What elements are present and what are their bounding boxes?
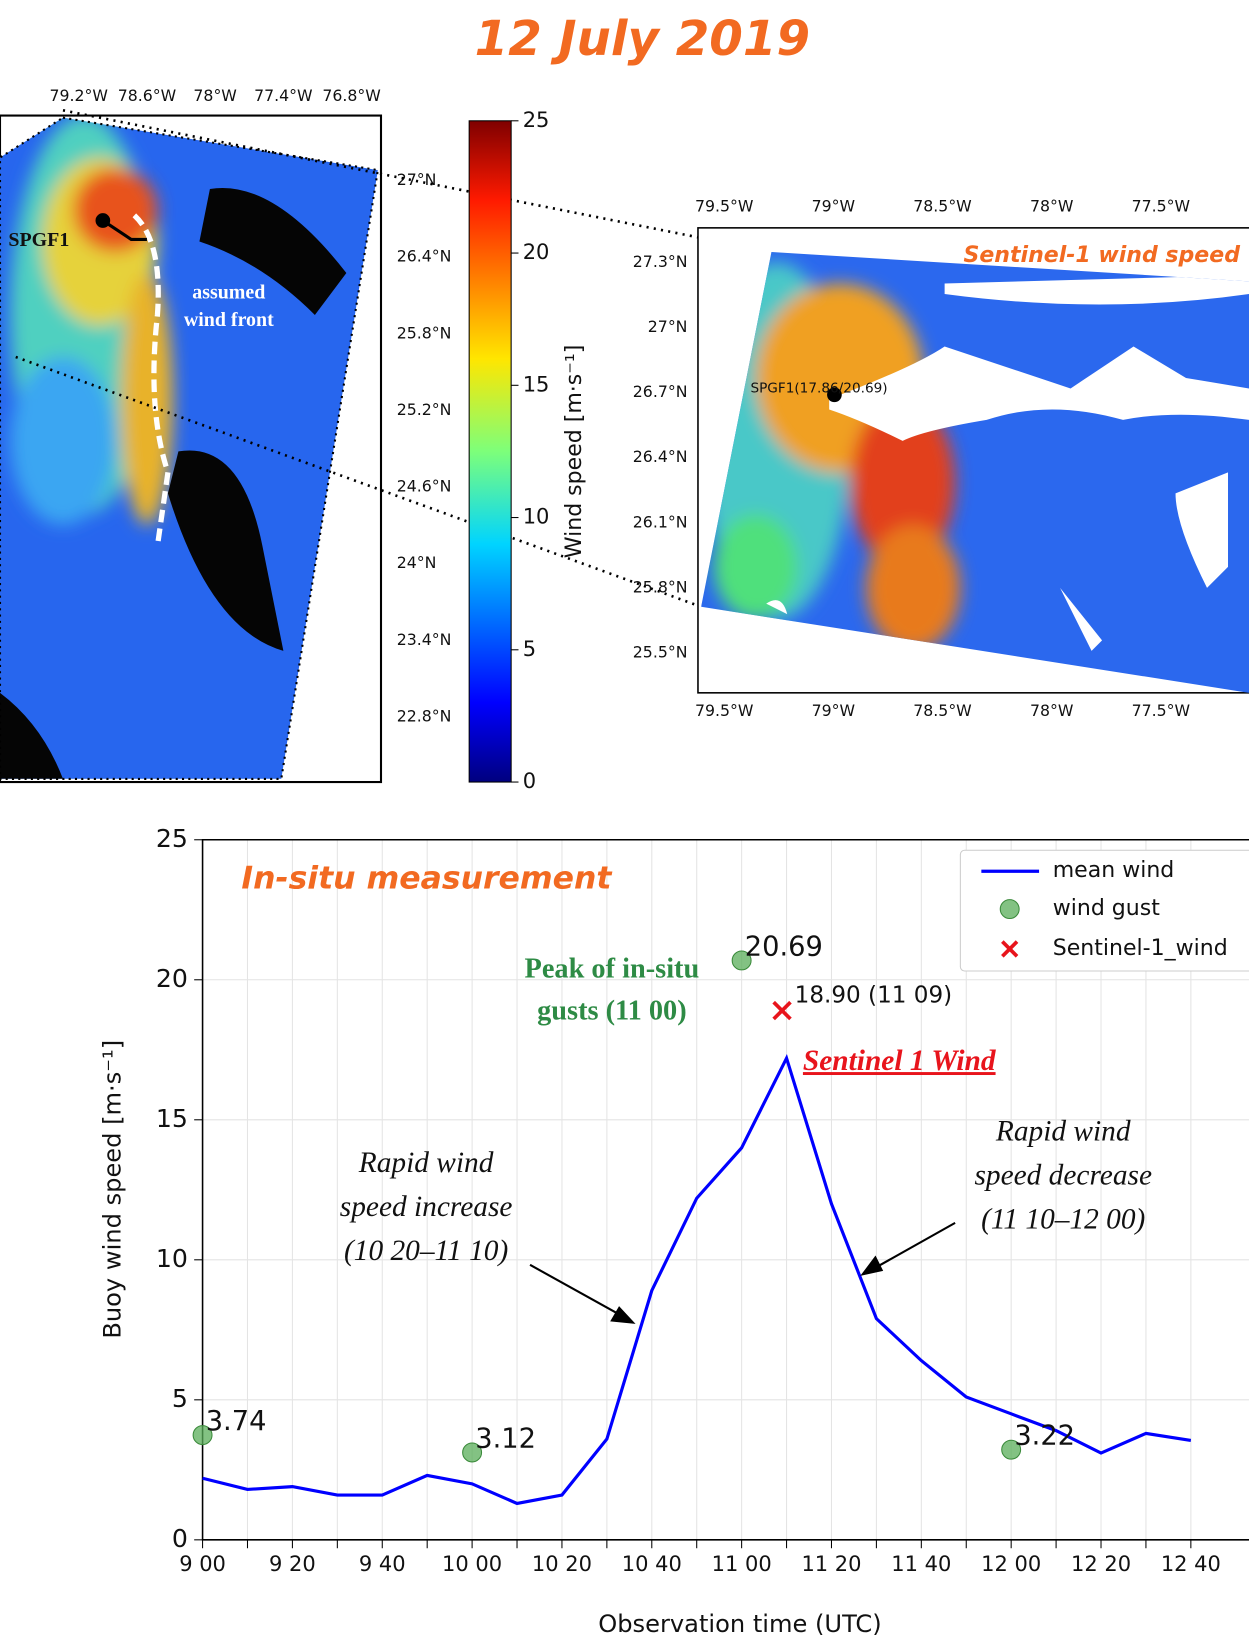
lat-tick-label: 26.4°N (397, 247, 452, 266)
lat-tick-label: 26.1°N (633, 512, 688, 531)
detail-map: SPGF1(17.86/20.69) Sentinel-1 wind speed (693, 228, 1249, 703)
x-tick-label: 9 40 (359, 1552, 406, 1576)
lon-tick-label: 79°W (812, 701, 856, 720)
lat-tick-label: 25.2°N (397, 400, 452, 419)
lat-tick-label: 22.8°N (397, 706, 452, 725)
lat-tick-label: 25.8°N (633, 577, 688, 596)
x-tick-label: 11 20 (801, 1552, 861, 1576)
lon-tick-label: 78.5°W (913, 196, 972, 215)
lat-tick-label: 23.4°N (397, 630, 452, 649)
gust-label: 3.74 (206, 1406, 267, 1437)
lon-tick-label: 79.5°W (695, 701, 754, 720)
lon-tick-label: 78°W (1030, 701, 1074, 720)
colorbar-tick-label: 15 (523, 372, 550, 396)
y-tick-label: 0 (172, 1524, 188, 1553)
x-tick-label: 10 20 (532, 1552, 592, 1576)
front-label: wind front (184, 309, 274, 331)
decrease-annotation: Rapid wind (995, 1115, 1131, 1147)
front-label: assumed (192, 282, 265, 304)
legend-label: mean wind (1053, 858, 1175, 883)
map-title: Sentinel-1 wind speed (964, 243, 1241, 268)
colorbar (469, 121, 511, 782)
lon-tick-label: 79°W (812, 196, 856, 215)
x-axis-label: Observation time (UTC) (598, 1610, 881, 1638)
overview-map: SPGF1 assumed wind front (0, 105, 388, 787)
lon-tick-label: 79.2°W (49, 86, 108, 105)
lat-tick-label: 26.7°N (633, 382, 688, 401)
y-tick-label: 10 (156, 1244, 188, 1273)
station-label: SPGF1 (8, 229, 69, 251)
decrease-annotation: speed decrease (974, 1159, 1152, 1191)
lon-tick-label: 76.8°W (322, 86, 381, 105)
gust-label: 3.22 (1014, 1421, 1075, 1452)
chart-title: In-situ measurement (241, 861, 613, 897)
lat-tick-label: 26.4°N (633, 447, 688, 466)
lat-tick-label: 25.5°N (633, 642, 688, 661)
y-axis-label: Buoy wind speed [m·s⁻¹] (98, 1040, 126, 1339)
lat-tick-label: 27°N (648, 317, 688, 336)
lon-tick-label: 79.5°W (695, 196, 754, 215)
sentinel-point (774, 1002, 791, 1019)
y-tick-label: 15 (156, 1104, 188, 1133)
figure: 12 July 2019 SPGF1 assumed wind front 79… (0, 0, 1249, 1647)
x-tick-label: 10 00 (442, 1552, 502, 1576)
lat-tick-label: 24°N (397, 553, 437, 572)
x-tick-label: 11 40 (891, 1552, 951, 1576)
x-tick-label: 12 20 (1071, 1552, 1131, 1576)
increase-annotation: (10 20–11 10) (344, 1235, 508, 1267)
sentinel-annotation: Sentinel 1 Wind (803, 1045, 997, 1077)
colorbar-label: Wind speed [m·s⁻¹] (562, 345, 587, 559)
station-label: SPGF1(17.86/20.69) (750, 380, 887, 396)
lon-tick-label: 77.4°W (254, 86, 313, 105)
peak-annotation: gusts (11 00) (537, 995, 687, 1026)
annotation-arrows (530, 1223, 955, 1323)
x-tick-label: 9 20 (269, 1552, 316, 1576)
colorbar-tick-label: 5 (523, 637, 536, 661)
x-tick-label: 12 40 (1161, 1552, 1221, 1576)
lon-tick-label: 77.5°W (1132, 701, 1191, 720)
lon-tick-label: 78.5°W (913, 701, 972, 720)
lat-tick-label: 25.8°N (397, 323, 452, 342)
lat-tick-label: 24.6°N (397, 477, 452, 496)
colorbar-tick-label: 25 (523, 108, 550, 132)
x-tick-label: 9 00 (179, 1552, 226, 1576)
legend-marker (1000, 900, 1019, 919)
colorbar-tick-label: 20 (523, 240, 550, 264)
y-tick-label: 25 (156, 824, 188, 853)
legend-label: Sentinel-1_wind (1053, 936, 1228, 961)
x-tick-label: 11 00 (712, 1552, 772, 1576)
x-tick-label: 12 00 (981, 1552, 1041, 1576)
peak-annotation: Peak of in-situ (525, 953, 700, 984)
sentinel-label: 18.90 (11 09) (795, 982, 952, 1008)
lon-tick-label: 78°W (1030, 196, 1074, 215)
gust-label: 3.12 (475, 1423, 536, 1454)
gust-label: 20.69 (745, 931, 823, 962)
lon-tick-label: 78°W (193, 86, 237, 105)
decrease-annotation: (11 10–12 00) (981, 1204, 1145, 1236)
increase-annotation: Rapid wind (358, 1147, 494, 1179)
increase-annotation: speed increase (340, 1191, 513, 1223)
y-tick-label: 20 (156, 964, 188, 993)
legend-label: wind gust (1053, 896, 1161, 921)
lon-tick-label: 77.5°W (1132, 196, 1191, 215)
lon-tick-label: 78.6°W (118, 86, 177, 105)
colorbar-tick-label: 10 (523, 505, 550, 529)
colorbar-tick-label: 0 (523, 769, 536, 793)
lat-tick-label: 27°N (397, 170, 437, 189)
legend: mean wind wind gust Sentinel-1_wind (960, 850, 1249, 971)
figure-title: 12 July 2019 (475, 11, 810, 67)
lat-tick-label: 27.3°N (633, 252, 688, 271)
x-tick-label: 10 40 (622, 1552, 682, 1576)
y-tick-label: 5 (172, 1384, 188, 1413)
